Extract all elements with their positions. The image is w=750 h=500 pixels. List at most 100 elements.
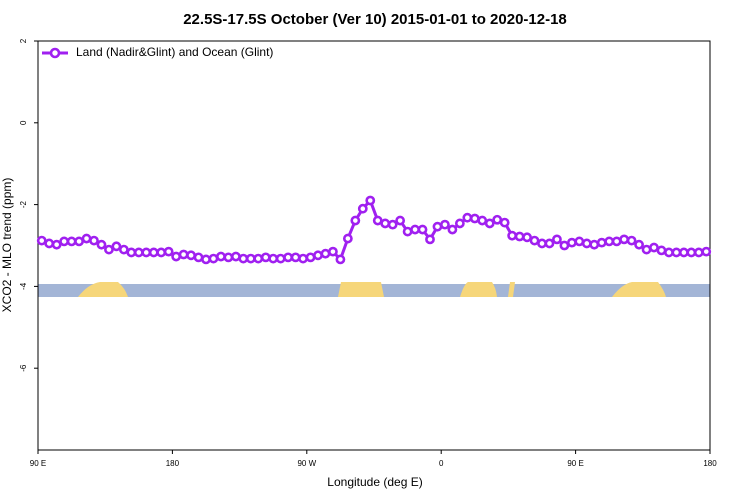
x-tick-label: 90 W — [297, 459, 316, 468]
data-point — [522, 232, 532, 243]
data-point — [566, 237, 577, 248]
data-point — [425, 234, 435, 245]
data-point — [51, 239, 62, 250]
y-tick-label: -6 — [19, 364, 28, 372]
data-point — [410, 224, 420, 235]
data-point — [36, 235, 47, 246]
y-tick-label: -4 — [19, 282, 28, 290]
data-point — [89, 235, 99, 246]
data-point — [186, 250, 196, 261]
data-point — [208, 253, 219, 264]
data-point — [148, 247, 159, 258]
data-point — [477, 215, 488, 226]
data-point — [365, 195, 376, 206]
x-tick-label: 0 — [439, 459, 444, 468]
data-point — [328, 246, 338, 257]
data-point — [395, 215, 406, 226]
data-point — [350, 215, 361, 226]
data-point — [313, 250, 323, 261]
data-point — [372, 215, 383, 226]
data-point — [223, 252, 234, 263]
data-point — [133, 247, 144, 258]
data-point — [544, 238, 555, 249]
data-point — [111, 241, 122, 252]
data-point — [484, 218, 495, 229]
land-patch — [612, 282, 666, 297]
data-point — [469, 213, 480, 224]
data-point — [462, 212, 473, 223]
data-point — [574, 236, 585, 247]
data-point — [678, 247, 689, 258]
data-point — [230, 251, 241, 262]
x-tick-label: 90 E — [567, 459, 583, 468]
y-tick-label: 2 — [19, 38, 28, 43]
data-point — [432, 221, 443, 232]
y-axis-label: XCO2 - MLO trend (ppm) — [0, 178, 14, 313]
data-point — [342, 233, 353, 244]
data-point — [604, 236, 615, 247]
data-point — [74, 236, 84, 247]
data-point — [163, 246, 174, 257]
data-point — [201, 254, 211, 265]
data-point — [417, 224, 428, 235]
data-point — [507, 230, 518, 241]
data-point — [611, 236, 622, 247]
data-point — [641, 244, 652, 255]
data-point — [514, 231, 525, 242]
data-point — [156, 247, 167, 258]
data-point — [298, 253, 308, 264]
data-point — [447, 224, 458, 235]
data-point — [529, 235, 540, 246]
land-ocean-strip — [38, 282, 710, 297]
data-point — [245, 253, 256, 264]
data-point — [402, 226, 413, 237]
data-point — [66, 236, 77, 247]
data-point — [626, 235, 637, 246]
data-point — [619, 234, 630, 245]
x-tick-label: 180 — [166, 459, 180, 468]
data-point — [701, 246, 712, 257]
data-point — [596, 237, 607, 248]
data-point — [693, 247, 704, 258]
data-point — [634, 239, 644, 250]
data-point — [559, 240, 570, 251]
data-point — [320, 248, 331, 259]
land-patch — [508, 282, 515, 297]
data-point — [387, 219, 398, 230]
data-point — [357, 203, 368, 214]
data-point — [589, 239, 600, 250]
data-point — [537, 238, 547, 249]
data-point — [118, 244, 129, 255]
data-point — [126, 247, 137, 258]
legend-label: Land (Nadir&Glint) and Ocean (Glint) — [76, 45, 273, 59]
data-point — [59, 236, 70, 247]
data-point — [238, 253, 249, 264]
data-point — [216, 251, 226, 262]
data-point — [454, 218, 465, 229]
data-point — [141, 247, 152, 258]
data-point — [552, 234, 562, 245]
land-patch — [338, 282, 384, 297]
data-point — [81, 233, 92, 244]
data-point — [492, 214, 503, 225]
x-tick-label: 90 E — [30, 459, 46, 468]
data-point — [193, 252, 204, 263]
chart-title: 22.5S-17.5S October (Ver 10) 2015-01-01 … — [183, 11, 567, 28]
data-point — [178, 249, 189, 260]
data-point — [275, 253, 286, 264]
data-point — [305, 252, 316, 263]
x-tick-label: 180 — [703, 459, 717, 468]
y-tick-label: 0 — [19, 120, 28, 125]
data-point — [380, 218, 391, 229]
legend-marker — [49, 47, 61, 59]
land-patch — [78, 282, 128, 297]
data-point — [649, 242, 659, 253]
data-point — [290, 252, 301, 263]
data-point — [664, 247, 674, 258]
data-point — [253, 253, 264, 264]
data-point — [440, 219, 450, 230]
data-point — [499, 217, 510, 228]
data-point — [260, 252, 271, 263]
